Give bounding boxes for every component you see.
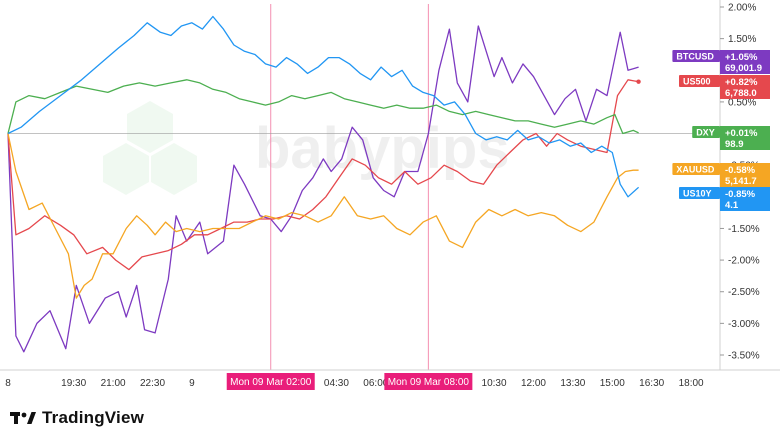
series-name-label: US10Y [683,189,712,199]
highlight-time-label: Mon 09 Mar 08:00 [388,377,470,388]
x-tick-label: 15:00 [600,378,625,389]
x-tick-label: 10:30 [482,378,507,389]
x-tick-label: 19:30 [61,378,86,389]
y-tick-label: -3.00% [728,319,760,330]
series-value-box [720,50,770,74]
y-tick-label: 1.50% [728,34,756,45]
series-change-label: +1.05% [725,52,758,63]
x-tick-label: 9 [189,378,195,389]
watermark-logo: babypips [103,101,510,195]
series-change-label: -0.85% [725,189,756,200]
x-tick-label: 04:30 [324,378,349,389]
tradingview-brand: TradingView [10,408,144,428]
tradingview-logo-icon [10,412,36,424]
x-tick-label: 13:30 [560,378,585,389]
series-line-us10y [7,15,640,198]
series-line-btcusd [7,25,639,353]
series-name-tag [672,163,720,175]
x-tick-label: 8 [5,378,11,389]
series-name-tag [672,50,720,62]
series-line-us500 [7,79,639,271]
series-name-tag [692,126,720,138]
series-value-box [720,126,770,150]
series-name-label: DXY [696,128,715,138]
x-tick-label: 06:00 [363,378,388,389]
watermark-hex-2 [103,143,149,195]
series-name-label: BTCUSD [676,52,714,62]
highlight-time-box [226,373,315,390]
watermark-hex-3 [151,143,197,195]
brand-name: TradingView [42,408,145,427]
series-line-dxy [7,79,639,135]
highlight-time-label: Mon 09 Mar 02:00 [230,377,312,388]
series-price-label: 6,788.0 [725,88,757,99]
series-end-dot [636,79,641,84]
series-name-label: XAUUSD [676,165,715,175]
highlight-time-box [384,373,473,390]
x-tick-label: 21:00 [101,378,126,389]
x-tick-label: 18:00 [679,378,704,389]
y-tick-label: -3.50% [728,351,760,362]
series-change-label: +0.82% [725,77,758,88]
series-value-box [720,163,770,187]
y-tick-label: -2.50% [728,287,760,298]
x-tick-label: 12:00 [521,378,546,389]
series-value-box [720,75,770,99]
y-tick-label: -1.50% [728,224,760,235]
series-value-box [720,187,770,211]
series-change-label: +0.01% [725,128,758,139]
x-tick-label: 16:30 [639,378,664,389]
series-price-label: 5,141.7 [725,176,757,187]
y-tick-label: 0.50% [728,97,756,108]
y-tick-label: -2.00% [728,256,760,267]
series-price-label: 98.9 [725,139,744,150]
series-price-label: 4.1 [725,200,739,211]
series-line-xauusd [7,133,639,299]
series-name-label: US500 [683,77,711,87]
series-price-label: 69,001.9 [725,63,762,74]
series-name-tag [679,187,720,199]
watermark-text: babypips [255,116,510,181]
series-name-tag [679,75,720,87]
y-tick-label: 2.00% [728,3,756,14]
x-tick-label: 22:30 [140,378,165,389]
series-change-label: -0.58% [725,165,756,176]
watermark-hex-1 [127,101,173,153]
